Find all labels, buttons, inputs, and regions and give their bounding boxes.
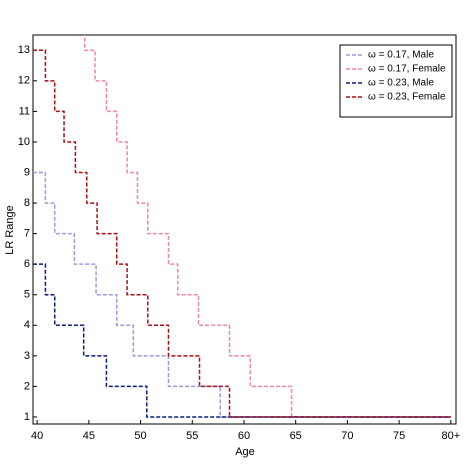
step-line <box>33 49 451 418</box>
y-tick-label: 2 <box>24 380 30 392</box>
x-axis-label: Age <box>235 446 255 458</box>
legend-box <box>339 44 453 118</box>
x-tick-label: 45 <box>83 430 95 442</box>
y-tick-label: 11 <box>19 105 30 117</box>
legend-label: ω = 0.23, Female <box>368 92 446 103</box>
y-tick-label: 9 <box>24 166 30 178</box>
y-axis-label: LR Range <box>4 205 16 255</box>
x-tick-label: 65 <box>290 430 302 442</box>
y-tick-label: 6 <box>24 258 30 270</box>
x-tick-label: 70 <box>341 430 353 442</box>
x-tick-label: 40 <box>31 430 43 442</box>
x-tick-label: 75 <box>393 430 405 442</box>
x-tick-label: 60 <box>238 430 250 442</box>
y-tick-label: 7 <box>24 228 30 240</box>
x-tick-label: 50 <box>134 430 146 442</box>
legend-label: ω = 0.17, Male <box>368 50 434 61</box>
x-tick-label: 55 <box>186 430 198 442</box>
y-tick-label: 8 <box>24 197 30 209</box>
y-tick-label: 3 <box>24 350 30 362</box>
y-tick-label: 13 <box>18 44 30 56</box>
y-tick-label: 1 <box>24 411 30 423</box>
legend-label: ω = 0.23, Male <box>368 78 434 89</box>
plot-frame <box>32 34 457 425</box>
step-line <box>33 171 451 418</box>
series-group <box>33 35 451 418</box>
y-tick-label: 12 <box>18 75 30 87</box>
legend-label: ω = 0.17, Female <box>368 64 446 75</box>
y-tick-label: 10 <box>18 136 30 148</box>
y-tick-label: 5 <box>24 289 30 301</box>
step-line <box>33 263 451 418</box>
y-tick-label: 4 <box>24 319 30 331</box>
x-tick-label: 80+ <box>441 430 460 442</box>
step-line <box>83 35 451 418</box>
